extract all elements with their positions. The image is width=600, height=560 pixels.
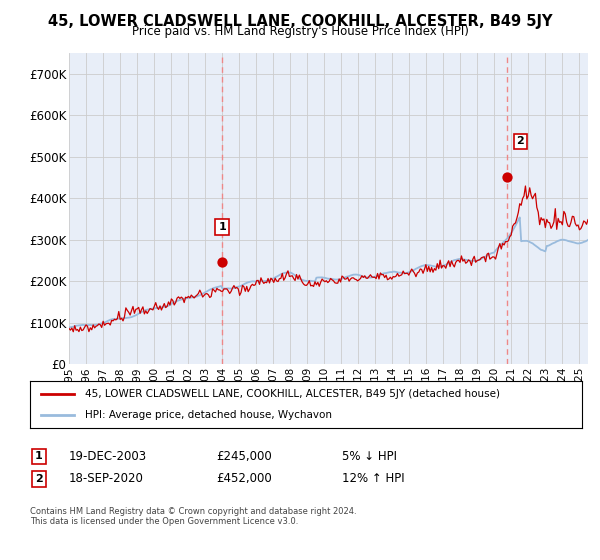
Text: 45, LOWER CLADSWELL LANE, COOKHILL, ALCESTER, B49 5JY: 45, LOWER CLADSWELL LANE, COOKHILL, ALCE… [48, 14, 552, 29]
Text: 2: 2 [35, 474, 43, 484]
Text: 45, LOWER CLADSWELL LANE, COOKHILL, ALCESTER, B49 5JY (detached house): 45, LOWER CLADSWELL LANE, COOKHILL, ALCE… [85, 389, 500, 399]
Text: Contains HM Land Registry data © Crown copyright and database right 2024.
This d: Contains HM Land Registry data © Crown c… [30, 507, 356, 526]
Text: 12% ↑ HPI: 12% ↑ HPI [342, 472, 404, 486]
Text: 19-DEC-2003: 19-DEC-2003 [69, 450, 147, 463]
Text: £245,000: £245,000 [216, 450, 272, 463]
Text: 2: 2 [517, 137, 524, 147]
Text: 5% ↓ HPI: 5% ↓ HPI [342, 450, 397, 463]
Text: 1: 1 [218, 222, 226, 232]
Point [217, 258, 227, 267]
Text: 1: 1 [35, 451, 43, 461]
Text: Price paid vs. HM Land Registry's House Price Index (HPI): Price paid vs. HM Land Registry's House … [131, 25, 469, 38]
Text: £452,000: £452,000 [216, 472, 272, 486]
Text: 18-SEP-2020: 18-SEP-2020 [69, 472, 144, 486]
Point [502, 172, 511, 181]
Text: HPI: Average price, detached house, Wychavon: HPI: Average price, detached house, Wych… [85, 410, 332, 420]
